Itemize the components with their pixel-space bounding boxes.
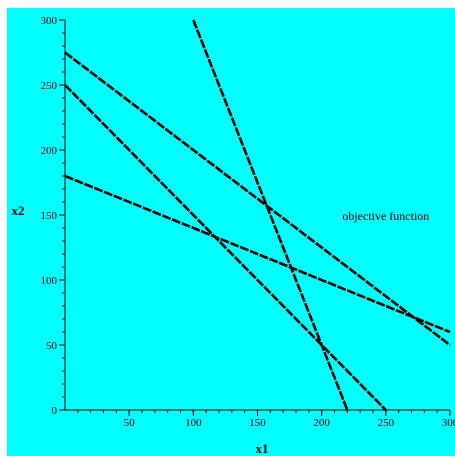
x-axis-title: x1 bbox=[256, 441, 269, 456]
series-line-4 bbox=[192, 19, 349, 411]
y-tick-label: 50 bbox=[46, 340, 58, 352]
annotation-label: objective function bbox=[342, 209, 429, 223]
series-layer bbox=[64, 19, 451, 411]
x-tick-label: 150 bbox=[249, 417, 266, 429]
plot-background bbox=[7, 8, 455, 456]
y-tick-label: 200 bbox=[41, 145, 58, 157]
y-tick-label: 300 bbox=[41, 15, 58, 27]
x-tick-label: 200 bbox=[313, 417, 330, 429]
y-tick-label: 250 bbox=[41, 80, 58, 92]
series-line-2 bbox=[64, 84, 387, 411]
y-axis-title: x2 bbox=[12, 203, 25, 218]
labels-layer: 50 100 150 200 250 300 0 50 100 150 200 250 300 objec… bbox=[41, 15, 455, 429]
y-tick-label: 100 bbox=[41, 275, 58, 287]
x-tick-label: 50 bbox=[124, 417, 136, 429]
x-tick-label: 100 bbox=[185, 417, 202, 429]
series-line-1 bbox=[64, 51, 451, 347]
series-line-3 bbox=[64, 174, 451, 334]
x-tick-label: 250 bbox=[378, 417, 395, 429]
y-tick-label: 0 bbox=[52, 405, 58, 417]
x-tick-label: 300 bbox=[442, 417, 455, 429]
y-tick-label: 150 bbox=[41, 210, 58, 222]
